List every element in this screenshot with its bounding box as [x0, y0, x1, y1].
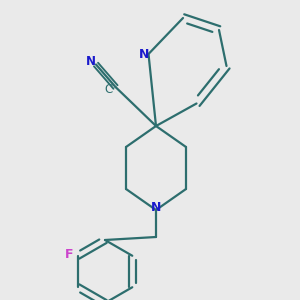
Text: N: N: [85, 55, 96, 68]
Text: F: F: [65, 248, 74, 261]
Text: C: C: [105, 83, 113, 96]
Text: N: N: [151, 201, 161, 214]
Text: N: N: [139, 47, 149, 61]
